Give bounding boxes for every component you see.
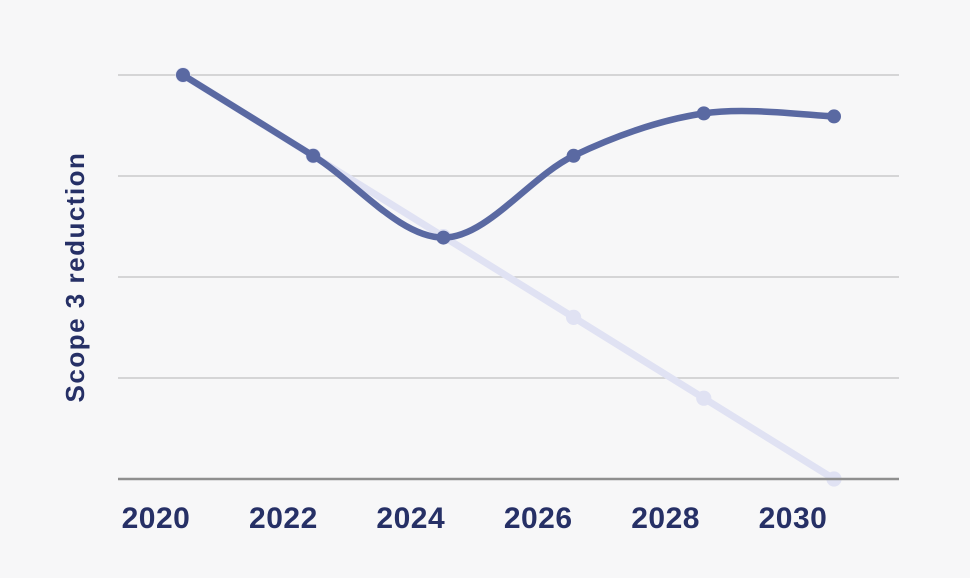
data-point-scope3-actual-2028 [696,106,711,121]
data-point-scope3-actual-2026 [566,148,581,163]
x-tick-label-2022: 2022 [249,502,318,535]
data-point-target-path-2026 [566,309,582,325]
data-point-scope3-actual-2020 [176,68,190,82]
gridlines [118,74,899,379]
series-line-scope3-actual [179,71,838,241]
x-tick-label-2020: 2020 [122,502,191,535]
x-tick-label-2026: 2026 [504,502,573,535]
y-axis-title: Scope 3 reduction [60,152,90,403]
data-point-target-path-2028 [696,390,712,406]
x-tick-label-2024: 2024 [376,502,445,535]
x-axis-labels: 2020 2022 2024 2026 2028 2030 [122,502,828,535]
data-point-scope3-actual-2022 [306,148,321,163]
series-scope3-actual [176,68,841,245]
data-point-scope3-actual-2024 [436,230,451,245]
series-layer [175,67,842,487]
x-tick-label-2030: 2030 [759,502,828,535]
x-tick-label-2028: 2028 [631,502,700,535]
data-point-scope3-actual-2030 [827,109,841,124]
